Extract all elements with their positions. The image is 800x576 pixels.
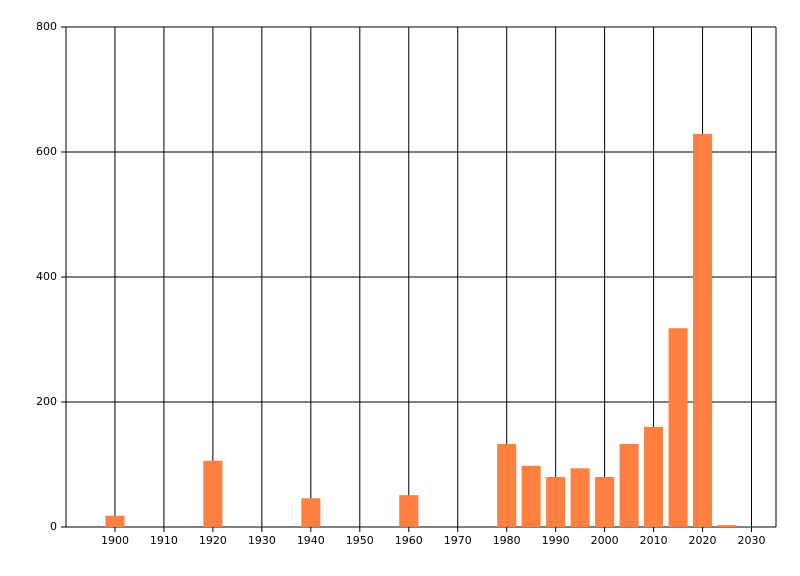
- x-tick-label: 1980: [493, 534, 521, 547]
- bar: [644, 427, 664, 527]
- x-tick-label: 1970: [444, 534, 472, 547]
- bar: [399, 495, 419, 527]
- x-tick-label: 1960: [395, 534, 423, 547]
- y-tick-label: 200: [36, 395, 57, 408]
- bar: [595, 477, 615, 527]
- x-tick-label: 1950: [346, 534, 374, 547]
- bar: [105, 515, 125, 527]
- x-tick-label: 2020: [689, 534, 717, 547]
- x-tick-label: 2030: [738, 534, 766, 547]
- x-tick-label: 1920: [199, 534, 227, 547]
- x-tick-label: 1940: [297, 534, 325, 547]
- x-tick-label: 2010: [640, 534, 668, 547]
- y-tick-label: 0: [50, 520, 57, 533]
- bar: [497, 443, 517, 527]
- bar: [570, 468, 590, 527]
- bar: [619, 443, 639, 527]
- y-tick-label: 600: [36, 145, 57, 158]
- x-tick-label: 2000: [591, 534, 619, 547]
- bar: [546, 477, 566, 527]
- bar: [301, 498, 321, 527]
- y-tick-label: 800: [36, 20, 57, 33]
- y-tick-label: 400: [36, 270, 57, 283]
- bar: [693, 133, 713, 527]
- bar: [203, 460, 223, 527]
- x-tick-label: 1930: [248, 534, 276, 547]
- x-tick-label: 1990: [542, 534, 570, 547]
- bar: [717, 525, 737, 527]
- bar: [668, 328, 688, 527]
- x-tick-label: 1900: [101, 534, 129, 547]
- x-tick-label: 1910: [150, 534, 178, 547]
- bar: [521, 465, 541, 527]
